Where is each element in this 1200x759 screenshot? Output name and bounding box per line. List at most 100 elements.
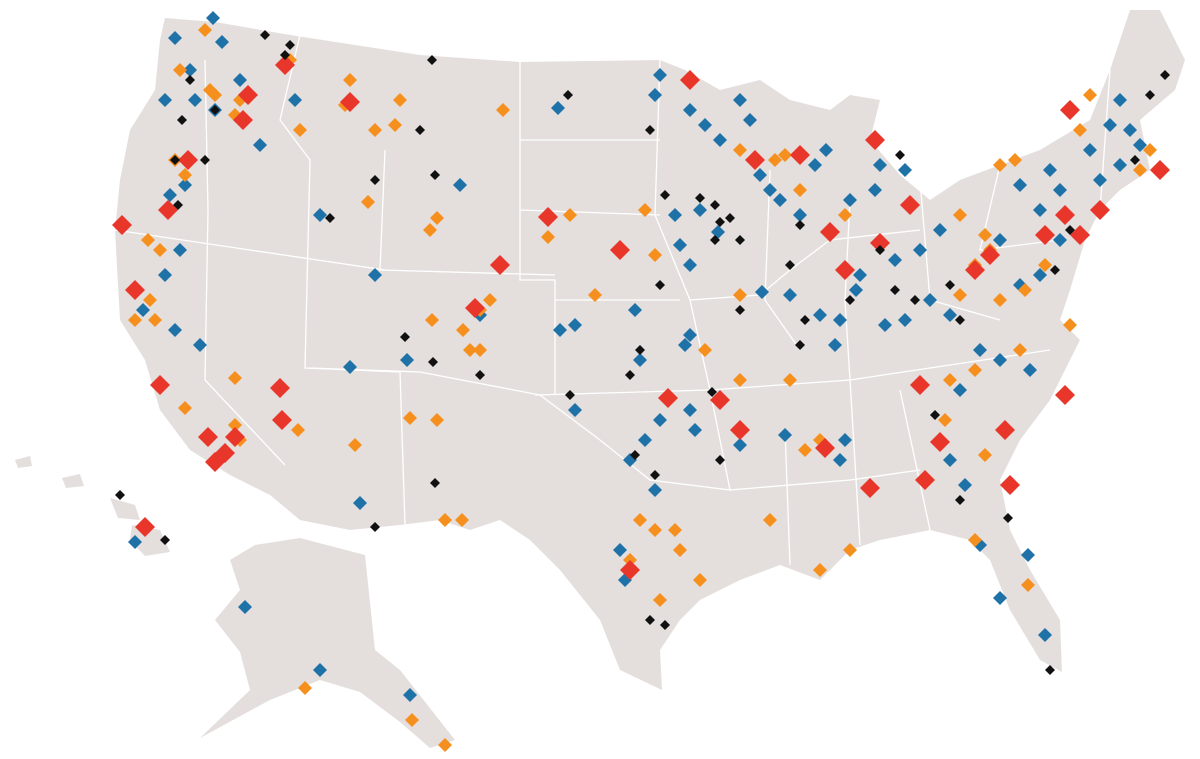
marker [710,200,720,210]
marker [625,370,635,380]
marker [753,168,767,182]
marker [819,143,833,157]
marker [475,370,485,380]
marker [838,208,852,222]
marker [898,163,912,177]
marker [288,93,302,107]
state-border [784,429,791,566]
marker [660,620,670,630]
marker [725,213,735,223]
marker [833,453,847,467]
land [15,10,1185,748]
marker [965,260,985,280]
marker [343,73,357,87]
marker [773,193,787,207]
marker [403,411,417,425]
marker [938,413,952,427]
marker [995,420,1015,440]
marker [361,195,375,209]
marker [993,353,1007,367]
marker [153,243,167,257]
marker [563,208,577,222]
marker [688,423,702,437]
marker [568,318,582,332]
marker [733,288,747,302]
marker [400,332,410,342]
marker [1033,203,1047,217]
marker [400,353,414,367]
marker [538,207,558,227]
marker [898,313,912,327]
marker [430,413,444,427]
marker [1150,160,1170,180]
marker [993,158,1007,172]
marker [735,235,745,245]
marker [698,343,712,357]
marker [1093,173,1107,187]
marker [888,253,902,267]
state-border [899,389,931,531]
marker [955,315,965,325]
marker [620,560,640,580]
marker [815,438,835,458]
marker [645,615,655,625]
marker [253,138,267,152]
marker [943,373,957,387]
marker [683,328,697,342]
marker [628,303,642,317]
marker [541,230,555,244]
marker [178,150,198,170]
marker [1055,385,1075,405]
marker [1035,225,1055,245]
marker [370,522,380,532]
marker [980,245,1000,265]
marker [158,268,172,282]
marker [933,223,947,237]
marker [1073,123,1087,137]
marker [638,433,652,447]
marker [820,222,840,242]
marker [496,103,510,117]
marker [565,390,575,400]
marker [160,535,170,545]
marker [683,103,697,117]
state-border [764,169,801,351]
marker [206,11,220,25]
marker [978,228,992,242]
marker [370,175,380,185]
marker [1000,475,1020,495]
marker [1083,143,1097,157]
marker [668,208,682,222]
marker [368,123,382,137]
marker [403,688,417,702]
marker [653,593,667,607]
marker [1113,93,1127,107]
marker [953,288,967,302]
marker [868,183,882,197]
marker [1021,578,1035,592]
marker [1038,258,1052,272]
marker [630,450,640,460]
marker [208,88,222,102]
marker [453,178,467,192]
marker [568,403,582,417]
marker [1013,178,1027,192]
marker [673,238,687,252]
marker [660,190,670,200]
marker [873,158,887,172]
marker [465,298,485,318]
marker [910,295,920,305]
marker [648,88,662,102]
marker [923,293,937,307]
marker [870,233,890,253]
marker [168,323,182,337]
marker [193,338,207,352]
marker [795,340,805,350]
marker [183,63,197,77]
state-border [399,371,406,526]
marker [1143,143,1157,157]
state-border [539,394,601,441]
marker [238,85,258,105]
marker [393,93,407,107]
